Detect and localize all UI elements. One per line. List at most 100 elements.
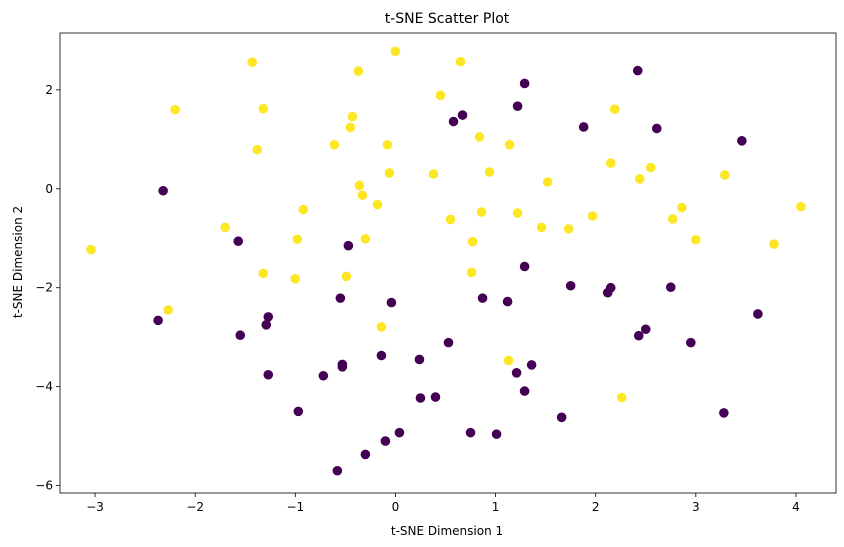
scatter-point-class-0 xyxy=(380,436,391,446)
scatter-point-class-1 xyxy=(677,202,687,213)
scatter-point-class-1 xyxy=(691,234,701,245)
scatter-point-class-0 xyxy=(519,78,530,89)
scatter-point-class-0 xyxy=(335,293,346,303)
scatter-point-class-0 xyxy=(633,330,644,341)
scatter-point-class-1 xyxy=(353,66,364,76)
scatter-point-class-1 xyxy=(372,199,383,210)
scatter-point-class-0 xyxy=(632,65,643,76)
scatter-point-class-0 xyxy=(491,429,502,439)
scatter-point-class-0 xyxy=(158,185,168,196)
y-tick-label: −4 xyxy=(35,380,53,394)
scatter-point-class-0 xyxy=(263,312,274,322)
scatter-point-class-0 xyxy=(233,236,244,247)
scatter-point-class-0 xyxy=(153,315,163,326)
scatter-point-class-1 xyxy=(252,144,263,155)
scatter-point-class-0 xyxy=(394,427,405,438)
x-tick-label: −1 xyxy=(286,500,304,514)
scatter-point-class-0 xyxy=(415,393,426,403)
y-tick-label: 2 xyxy=(45,83,53,97)
scatter-point-class-1 xyxy=(466,267,477,278)
scatter-point-class-0 xyxy=(263,369,274,380)
scatter-point-class-0 xyxy=(578,122,589,132)
scatter-point-class-1 xyxy=(512,208,523,218)
scatter-point-class-0 xyxy=(465,427,476,438)
points-layer xyxy=(86,46,806,476)
scatter-point-class-1 xyxy=(504,139,515,150)
scatter-point-class-1 xyxy=(503,355,514,366)
scatter-point-class-0 xyxy=(337,362,348,372)
scatter-point-class-1 xyxy=(542,177,553,187)
x-tick-label: 4 xyxy=(792,500,800,514)
y-axis-label: t-SNE Dimension 2 xyxy=(11,206,25,318)
scatter-point-class-0 xyxy=(651,123,662,134)
scatter-point-class-1 xyxy=(329,139,340,150)
scatter-point-class-0 xyxy=(605,282,616,293)
scatter-point-class-0 xyxy=(386,297,397,308)
y-axis: −6 −4 −2 0 2 xyxy=(35,83,60,493)
scatter-point-class-1 xyxy=(467,236,478,247)
x-axis-label: t-SNE Dimension 1 xyxy=(391,524,503,538)
x-tick-label: 3 xyxy=(692,500,700,514)
scatter-point-class-1 xyxy=(667,214,678,224)
scatter-point-class-1 xyxy=(298,204,309,215)
scatter-point-class-1 xyxy=(645,162,656,173)
y-tick-label: −6 xyxy=(35,479,53,493)
scatter-point-class-0 xyxy=(448,116,459,127)
scatter-point-class-1 xyxy=(384,168,395,178)
scatter-point-class-0 xyxy=(512,101,523,112)
scatter-point-class-0 xyxy=(519,386,530,396)
x-axis: −3 −2 −1 0 1 2 3 4 xyxy=(86,493,800,514)
scatter-point-class-1 xyxy=(360,233,371,244)
plot-frame xyxy=(59,32,837,494)
scatter-point-class-1 xyxy=(220,222,231,233)
scatter-point-class-0 xyxy=(665,282,676,293)
scatter-point-class-1 xyxy=(170,104,180,115)
scatter-point-class-1 xyxy=(347,111,358,122)
scatter-point-class-1 xyxy=(720,170,730,180)
scatter-point-class-1 xyxy=(634,174,645,184)
x-tick-label: −2 xyxy=(186,500,204,514)
scatter-point-class-0 xyxy=(502,296,513,307)
scatter-point-class-1 xyxy=(476,207,487,217)
scatter-point-class-0 xyxy=(526,360,537,370)
scatter-point-class-1 xyxy=(455,56,466,67)
scatter-point-class-1 xyxy=(292,234,303,245)
scatter-point-class-1 xyxy=(341,271,352,282)
scatter-point-class-0 xyxy=(343,240,354,251)
scatter-point-class-1 xyxy=(435,90,446,101)
scatter-point-class-0 xyxy=(686,337,696,348)
scatter-point-class-1 xyxy=(390,46,401,57)
scatter-point-class-1 xyxy=(290,274,301,284)
scatter-point-class-0 xyxy=(477,293,488,303)
scatter-point-class-1 xyxy=(86,244,96,255)
scatter-point-class-1 xyxy=(354,180,365,191)
scatter-point-class-1 xyxy=(258,103,269,114)
scatter-point-class-0 xyxy=(293,406,304,417)
scatter-point-class-0 xyxy=(414,354,425,365)
scatter-point-class-0 xyxy=(457,110,468,120)
scatter-point-class-0 xyxy=(235,330,246,341)
scatter-point-class-0 xyxy=(556,412,567,423)
x-tick-label: 0 xyxy=(392,500,400,514)
scatter-point-class-0 xyxy=(332,465,343,476)
x-tick-label: 1 xyxy=(492,500,500,514)
scatter-point-class-1 xyxy=(428,169,439,179)
chart-title: t-SNE Scatter Plot xyxy=(385,11,510,27)
scatter-point-class-1 xyxy=(163,305,173,315)
scatter-point-class-0 xyxy=(376,350,387,361)
scatter-point-class-0 xyxy=(261,320,272,330)
scatter-point-class-1 xyxy=(536,222,547,233)
scatter-point-class-1 xyxy=(616,392,627,403)
scatter-point-class-1 xyxy=(563,224,574,234)
x-tick-label: −3 xyxy=(86,500,104,514)
scatter-point-class-1 xyxy=(376,322,387,332)
scatter-point-class-0 xyxy=(318,370,329,381)
x-tick-label: 2 xyxy=(592,500,600,514)
scatter-point-class-1 xyxy=(605,158,616,168)
scatter-point-class-0 xyxy=(737,136,747,146)
scatter-point-class-1 xyxy=(484,167,495,177)
y-tick-label: 0 xyxy=(45,182,53,196)
scatter-point-class-1 xyxy=(474,132,485,142)
scatter-point-class-1 xyxy=(258,268,269,279)
